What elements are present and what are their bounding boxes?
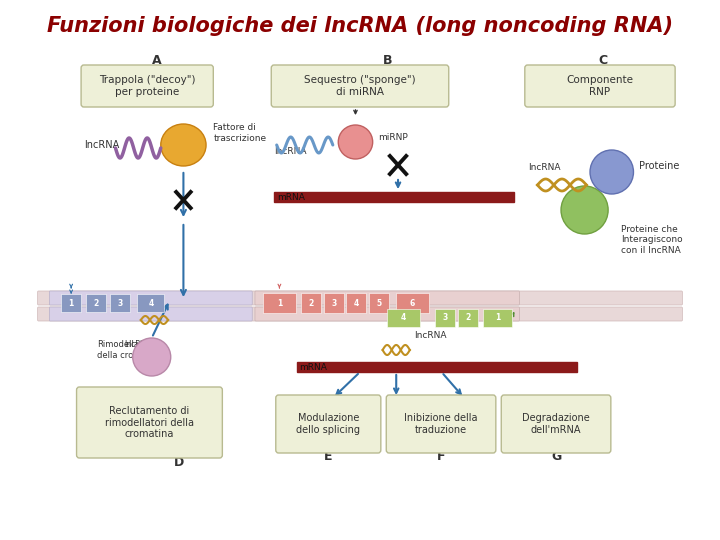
Bar <box>435 309 455 327</box>
Bar <box>396 293 429 313</box>
Text: Sequestro ("sponge")
di miRNA: Sequestro ("sponge") di miRNA <box>304 75 416 97</box>
Text: lncRNA: lncRNA <box>84 140 119 150</box>
FancyBboxPatch shape <box>386 395 496 453</box>
FancyBboxPatch shape <box>276 395 381 453</box>
Text: 2: 2 <box>465 314 470 322</box>
Text: Degradazione
dell'mRNA: Degradazione dell'mRNA <box>522 413 590 435</box>
Text: 2: 2 <box>93 299 98 307</box>
Ellipse shape <box>590 150 634 194</box>
Text: 5: 5 <box>377 299 382 307</box>
Bar <box>483 309 512 327</box>
FancyBboxPatch shape <box>501 395 611 453</box>
Text: Rimodellatore
della cromatina: Rimodellatore della cromatina <box>97 340 163 360</box>
FancyBboxPatch shape <box>271 65 449 107</box>
Bar <box>263 293 296 313</box>
Ellipse shape <box>132 338 171 376</box>
FancyBboxPatch shape <box>76 387 222 458</box>
FancyBboxPatch shape <box>81 65 213 107</box>
Bar <box>110 294 130 312</box>
Text: 1: 1 <box>276 299 282 307</box>
FancyBboxPatch shape <box>37 291 683 305</box>
Text: miRNA: miRNA <box>339 95 372 105</box>
Text: Trappola ("decoy")
per proteine: Trappola ("decoy") per proteine <box>99 75 195 97</box>
Text: 3: 3 <box>117 299 122 307</box>
Bar <box>138 294 164 312</box>
Text: miRNP: miRNP <box>378 133 408 143</box>
FancyBboxPatch shape <box>525 65 675 107</box>
Text: 3: 3 <box>331 299 336 307</box>
Text: 3: 3 <box>443 314 448 322</box>
Text: Modulazione
dello splicing: Modulazione dello splicing <box>297 413 360 435</box>
Text: Componente
RNP: Componente RNP <box>567 75 634 97</box>
Text: mRNA: mRNA <box>276 192 305 201</box>
Bar <box>369 293 389 313</box>
FancyBboxPatch shape <box>50 307 252 321</box>
Text: lncRNA: lncRNA <box>414 330 447 340</box>
Text: Fattore di
trascrizione: Fattore di trascrizione <box>213 123 266 143</box>
Text: Reclutamento di
rimodellatori della
cromatina: Reclutamento di rimodellatori della crom… <box>105 406 194 439</box>
Text: F: F <box>437 450 446 463</box>
Bar <box>324 293 343 313</box>
Text: lncRNA: lncRNA <box>125 340 152 349</box>
FancyBboxPatch shape <box>255 307 519 321</box>
FancyBboxPatch shape <box>255 291 519 305</box>
Bar <box>458 309 478 327</box>
Bar <box>61 294 81 312</box>
Text: D: D <box>174 456 184 469</box>
Text: B: B <box>382 53 392 66</box>
Bar <box>346 293 366 313</box>
Text: A: A <box>151 53 161 66</box>
Text: lncRNA: lncRNA <box>274 147 307 157</box>
Bar <box>297 362 577 372</box>
FancyBboxPatch shape <box>50 291 252 305</box>
FancyBboxPatch shape <box>37 307 683 321</box>
Bar <box>274 192 514 202</box>
Text: 4: 4 <box>401 314 406 322</box>
Bar <box>387 309 420 327</box>
Ellipse shape <box>161 124 206 166</box>
Ellipse shape <box>338 125 373 159</box>
Text: Proteine: Proteine <box>639 161 679 171</box>
Text: E: E <box>324 450 333 463</box>
Text: C: C <box>598 53 607 66</box>
Text: Inibizione della
traduzione: Inibizione della traduzione <box>405 413 478 435</box>
Text: 1: 1 <box>68 299 73 307</box>
Text: Funzioni biologiche dei lncRNA (long noncoding RNA): Funzioni biologiche dei lncRNA (long non… <box>47 16 673 36</box>
Ellipse shape <box>561 186 608 234</box>
Text: 4: 4 <box>354 299 359 307</box>
Text: G: G <box>552 450 562 463</box>
Text: lncRNA: lncRNA <box>528 164 561 172</box>
Text: 2: 2 <box>308 299 314 307</box>
Text: 4: 4 <box>148 299 153 307</box>
Text: mRNA: mRNA <box>300 362 327 372</box>
Text: Proteine che
Interagiscono
con il lncRNA: Proteine che Interagiscono con il lncRNA <box>621 225 683 255</box>
Text: 6: 6 <box>410 299 415 307</box>
Text: 1: 1 <box>495 314 500 322</box>
Bar <box>301 293 321 313</box>
Bar <box>86 294 106 312</box>
